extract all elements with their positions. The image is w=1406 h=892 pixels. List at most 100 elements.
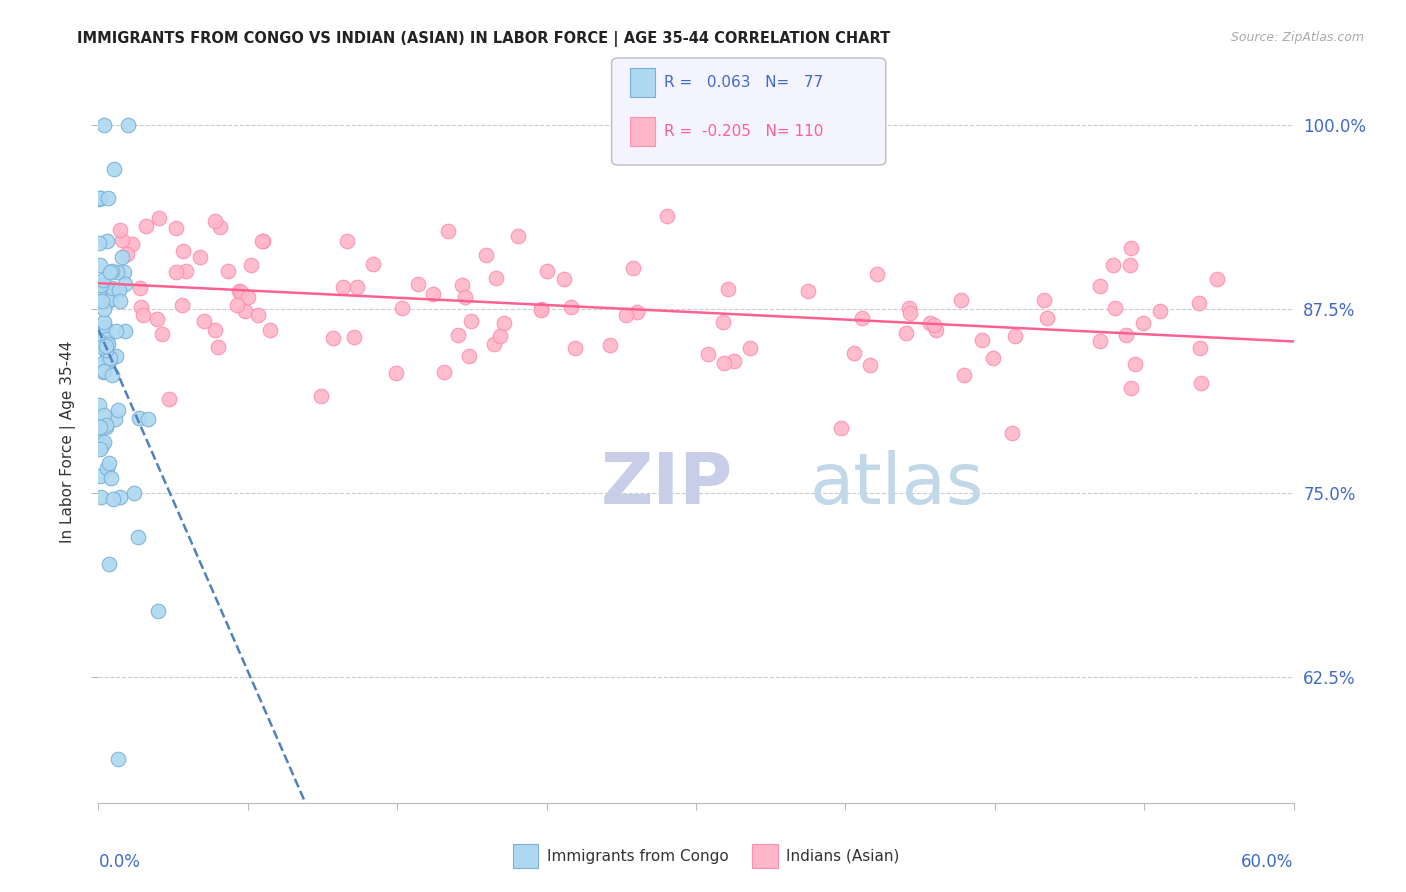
Point — [105, 265, 128, 279]
Point — [97, 558, 120, 572]
Point — [536, 264, 558, 278]
Point — [148, 211, 170, 225]
Point — [124, 486, 146, 500]
Point — [97, 191, 120, 205]
Point — [89, 191, 111, 205]
Point — [246, 308, 269, 322]
Point — [1115, 328, 1137, 343]
Point — [238, 290, 260, 304]
Point — [193, 313, 215, 327]
Point — [361, 257, 384, 271]
Point — [93, 118, 115, 132]
Point — [170, 298, 193, 312]
Point — [94, 320, 117, 334]
Point — [174, 264, 197, 278]
Point — [89, 442, 111, 456]
Point — [104, 412, 127, 426]
Point — [89, 419, 111, 434]
Point — [135, 219, 157, 233]
Point — [90, 439, 112, 453]
Point — [1102, 258, 1125, 272]
Point — [111, 233, 134, 247]
Point — [89, 192, 111, 206]
Text: atlas: atlas — [810, 450, 984, 519]
Point — [482, 337, 505, 351]
Point — [97, 456, 120, 470]
Point — [564, 341, 586, 355]
Point — [90, 438, 112, 452]
Point — [981, 351, 1004, 366]
Point — [100, 471, 122, 485]
Point — [91, 340, 114, 354]
Point — [1119, 381, 1142, 395]
Point — [132, 308, 155, 322]
Point — [94, 417, 117, 432]
Point — [148, 604, 170, 618]
Point — [98, 265, 122, 279]
Point — [1104, 301, 1126, 315]
Point — [217, 264, 239, 278]
Point — [96, 234, 118, 248]
Point — [454, 290, 477, 304]
Text: IMMIGRANTS FROM CONGO VS INDIAN (ASIAN) IN LABOR FORCE | AGE 35-44 CORRELATION C: IMMIGRANTS FROM CONGO VS INDIAN (ASIAN) … — [77, 31, 890, 47]
Point — [165, 265, 187, 279]
Point — [1088, 278, 1111, 293]
Point — [97, 336, 120, 351]
Point — [129, 281, 152, 295]
Point — [252, 235, 274, 249]
Point — [157, 392, 180, 407]
Point — [98, 351, 121, 365]
Point — [231, 285, 253, 299]
Point — [89, 469, 111, 483]
Point — [108, 283, 131, 297]
Point — [100, 286, 122, 301]
Point — [1189, 376, 1212, 390]
Point — [322, 331, 344, 345]
Point — [655, 209, 678, 223]
Point — [259, 322, 281, 336]
Point — [114, 324, 136, 338]
Point — [1118, 259, 1140, 273]
Point — [717, 282, 740, 296]
Point — [1004, 328, 1026, 343]
Point — [93, 301, 115, 316]
Point — [530, 302, 553, 317]
Point — [100, 293, 122, 307]
Point — [1119, 241, 1142, 255]
Point — [422, 287, 444, 301]
Point — [94, 420, 117, 434]
Point — [172, 244, 194, 259]
Point — [723, 354, 745, 368]
Point — [117, 247, 139, 261]
Point — [87, 235, 110, 250]
Point — [111, 250, 134, 264]
Point — [506, 229, 529, 244]
Point — [897, 301, 920, 316]
Point — [492, 316, 515, 330]
Point — [108, 490, 131, 504]
Point — [98, 347, 121, 361]
Point — [346, 280, 368, 294]
Point — [970, 334, 993, 348]
Point — [93, 365, 115, 379]
Point — [91, 273, 114, 287]
Point — [87, 289, 110, 303]
Point — [1132, 316, 1154, 330]
Point — [614, 308, 637, 322]
Point — [97, 354, 120, 368]
Point — [110, 223, 132, 237]
Point — [599, 338, 621, 352]
Point — [228, 285, 250, 299]
Point — [91, 294, 114, 309]
Point — [922, 318, 945, 332]
Point — [114, 277, 136, 292]
Point — [865, 268, 887, 282]
Point — [87, 398, 110, 412]
Point — [87, 334, 110, 348]
Point — [128, 411, 150, 425]
Point — [713, 315, 735, 329]
Text: 0.0%: 0.0% — [98, 854, 141, 871]
Point — [450, 277, 472, 292]
Point — [1149, 304, 1171, 318]
Point — [240, 259, 263, 273]
